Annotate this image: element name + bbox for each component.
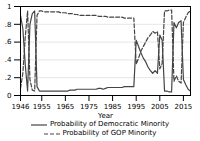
svg-text:1946: 1946	[12, 103, 30, 111]
svg-text:1975: 1975	[80, 103, 98, 111]
svg-text:.4: .4	[5, 56, 12, 64]
svg-text:1985: 1985	[104, 103, 122, 111]
svg-text:1: 1	[7, 3, 11, 11]
svg-text:2015: 2015	[175, 103, 193, 111]
html-text:Probability of GOP Minority: Probability of GOP Minority	[62, 129, 157, 137]
svg-text:1965: 1965	[56, 103, 74, 111]
svg-text:.6: .6	[5, 38, 12, 46]
svg-text:0: 0	[7, 92, 11, 100]
svg-text:.8: .8	[5, 21, 12, 29]
svg-text:.2: .2	[5, 74, 12, 82]
html-text:Probability of Democratic Mino: Probability of Democratic Minority	[49, 120, 170, 128]
svg-text:2005: 2005	[151, 103, 169, 111]
svg-text:Year: Year	[97, 112, 113, 120]
svg-text:1995: 1995	[127, 103, 145, 111]
svg-text:1955: 1955	[33, 103, 51, 111]
